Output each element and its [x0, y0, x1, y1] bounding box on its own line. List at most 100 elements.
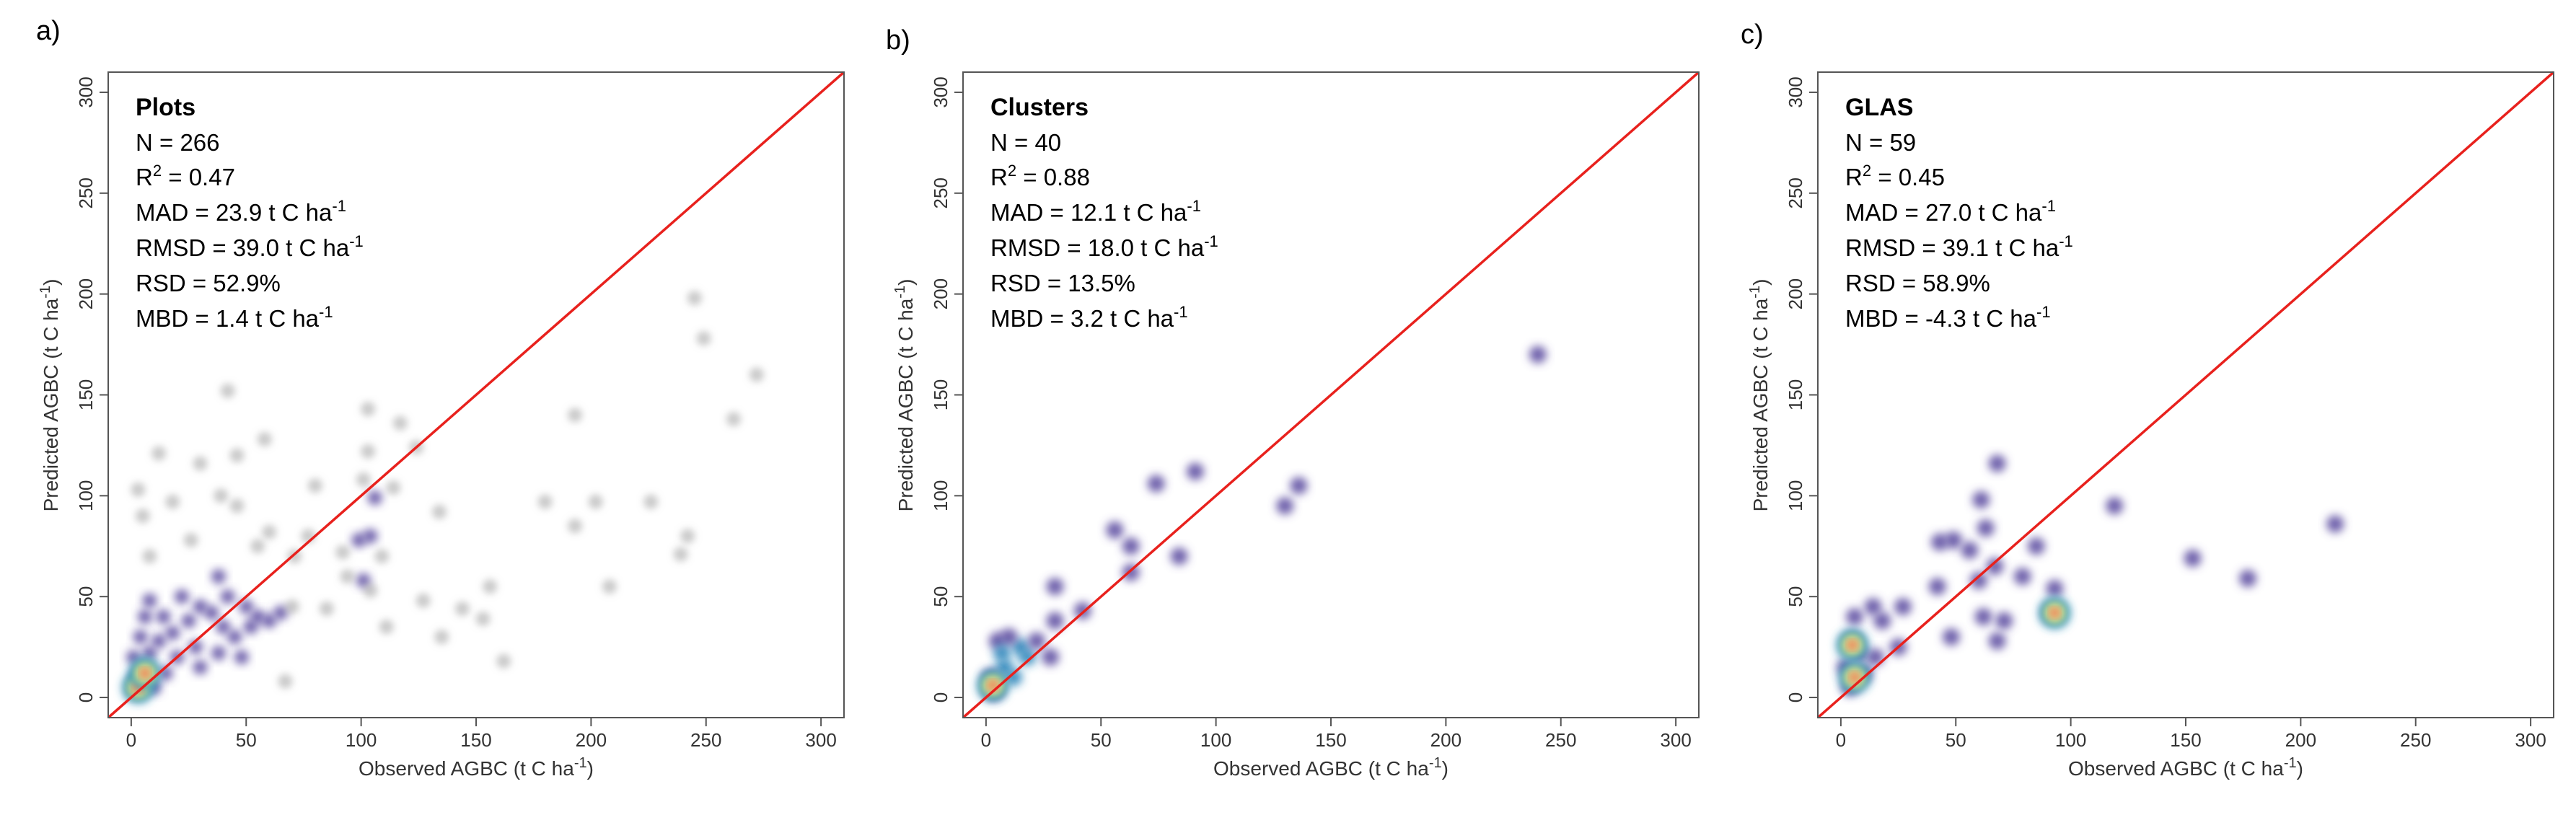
panel-c-y-tick-label-1: 50 — [1785, 586, 1806, 607]
panel-b-x-tick-label-6: 300 — [1660, 729, 1691, 751]
panel-b-y-tick-label-6: 300 — [930, 76, 951, 107]
panel-c-y-tick-label-6: 300 — [1785, 76, 1806, 107]
panel-c-data-point-17 — [1974, 608, 1992, 626]
panel-a-data-point-75 — [133, 630, 148, 645]
panel-a-data-point-73 — [234, 650, 249, 665]
panel-a-y-tick-label-1: 50 — [75, 586, 97, 607]
panel-a-data-marks — [122, 291, 764, 704]
panel-a-data-point-80 — [273, 605, 289, 620]
panel-a-stat-r2-value: = 0.47 — [162, 164, 235, 190]
panel-a-stat-rmsd: RMSD = 39.0 t C ha-1 — [136, 232, 364, 261]
panel-b-x-tick-label-0: 0 — [981, 729, 991, 751]
panel-a-data-point-19 — [367, 490, 382, 506]
panel-b-data-point-15 — [1000, 628, 1018, 646]
panel-c-data-point-0 — [1988, 454, 2006, 472]
panel-c-stat-rmsd-text: RMSD = 39.1 t C ha — [1845, 234, 2060, 261]
panel-a-y-axis-title: Predicted AGBC (t C ha-1) — [38, 279, 62, 512]
panel-c-x-axis-title-text: Observed AGBC (t C ha — [2068, 757, 2284, 780]
panel-a-data-point-30 — [496, 653, 511, 669]
panel-a-data-point-29 — [483, 579, 498, 594]
panel-b-stat-r2-sup: 2 — [1008, 162, 1016, 180]
panel-a-data-point-13 — [386, 480, 401, 495]
panel-c-x-axis-title-sup: -1 — [2284, 755, 2297, 771]
panel-a-data-point-28 — [454, 601, 470, 616]
panel-b-data-point-23 — [1028, 632, 1045, 650]
panel-a-data-point-50 — [319, 601, 334, 616]
panel-a-stat-mbd-sup: -1 — [319, 303, 333, 321]
panel-b-stat-mad-sup: -1 — [1187, 197, 1201, 215]
panel-a-data-point-8 — [643, 494, 659, 509]
panel-b-stat-mad: MAD = 12.1 t C ha-1 — [990, 197, 1201, 226]
panel-c-x-tick-label-6: 300 — [2515, 729, 2546, 751]
panel-c-y-tick-label-0: 0 — [1785, 692, 1806, 702]
panel-b-stat-n: N = 40 — [990, 129, 1061, 156]
panel-c-data-point-16 — [1995, 612, 2013, 630]
panel-c-data-point-14 — [2046, 580, 2064, 597]
panel-b-density-peak-0-ring-4 — [989, 682, 997, 690]
panel-b-data-point-7 — [1170, 547, 1188, 565]
panel-a-data-point-84 — [142, 593, 157, 608]
panel-a-data-point-67 — [262, 613, 277, 628]
panel-b-x-tick-label-3: 150 — [1315, 729, 1346, 751]
panel-a-identity-line — [107, 71, 845, 719]
panel-a-data-point-31 — [475, 611, 491, 626]
panel-a-data-point-43 — [142, 549, 157, 564]
panel-b-data-point-0 — [1529, 345, 1547, 364]
panel-a-stat-mad-sup: -1 — [332, 197, 346, 215]
panel-b-x-axis-title-text: Observed AGBC (t C ha — [1213, 757, 1429, 780]
panel-b-stat-mbd-text: MBD = 3.2 t C ha — [990, 305, 1174, 332]
panel-a-data-point-0 — [687, 291, 702, 306]
panel-c-x-tick-label-1: 50 — [1946, 729, 1966, 751]
panel-a-y-tick-label-5: 250 — [75, 177, 97, 208]
panel-a-data-point-42 — [183, 532, 198, 547]
panel-c-stat-rsd: RSD = 58.9% — [1845, 270, 1990, 296]
panel-a-data-point-16 — [361, 402, 376, 417]
panel-a-label: a) — [36, 16, 61, 46]
panel-c-data-point-18 — [1988, 632, 2006, 650]
panel-b-y-tick-label-3: 150 — [930, 379, 951, 410]
panel-c-x-axis-title: Observed AGBC (t C ha-1) — [2068, 755, 2303, 780]
panel-a-data-point-38 — [165, 494, 180, 509]
panel-b-x-axis-title: Observed AGBC (t C ha-1) — [1213, 755, 1449, 780]
panel-c-stat-n: N = 59 — [1845, 129, 1916, 156]
panel-c-y-axis-title-close: ) — [1749, 279, 1772, 286]
panel-c-data-point-10 — [1986, 558, 2004, 576]
panel-c-stat-mbd-text: MBD = -4.3 t C ha — [1845, 305, 2037, 332]
panel-b-stat-mbd-sup: -1 — [1174, 303, 1188, 321]
panel-a-data-point-52 — [250, 539, 265, 554]
panel-c-stat-mbd: MBD = -4.3 t C ha-1 — [1845, 303, 2051, 332]
panel-a-data-point-35 — [193, 456, 208, 471]
panel-c-stat-r2-sup: 2 — [1863, 162, 1871, 180]
panel-b-data-point-4 — [1276, 497, 1294, 515]
panel-c-y-axis-title: Predicted AGBC (t C ha-1) — [1747, 279, 1772, 512]
panel-b-x-tick-label-5: 250 — [1545, 729, 1576, 751]
panel-c-data-point-11 — [2027, 537, 2045, 555]
panel-a-data-point-17 — [361, 444, 376, 459]
panel-a-stat-r2-sup: 2 — [153, 162, 162, 180]
panel-a-data-point-33 — [257, 432, 272, 447]
panel-c-data-point-21 — [1894, 598, 1912, 616]
panel-c-data-point-19 — [1928, 578, 1946, 596]
panel-a-data-point-15 — [392, 415, 408, 431]
panel-a-data-point-64 — [227, 630, 242, 645]
panel-c-stat-rmsd-sup: -1 — [2059, 232, 2073, 250]
panel-c-data-point-5 — [1972, 490, 1990, 508]
panel-b-data-point-5 — [1106, 521, 1124, 539]
panel-a-data-point-34 — [151, 446, 167, 461]
panel-b-label: b) — [886, 25, 910, 56]
panel-a-stat-rmsd-sup: -1 — [349, 232, 364, 250]
panel-c-x-tick-label-2: 100 — [2055, 729, 2086, 751]
panel-b-data-point-21 — [1019, 648, 1037, 666]
panel-b-x-axis-title-close: ) — [1442, 757, 1449, 780]
panel-a-x-tick-label-4: 200 — [576, 729, 607, 751]
panel-b-x-axis-title-sup: -1 — [1429, 755, 1442, 771]
panel-a-data-point-24 — [363, 583, 378, 598]
panel-c-data-point-1 — [2106, 497, 2124, 515]
panel-b-stat-mbd: MBD = 3.2 t C ha-1 — [990, 303, 1188, 332]
panel-a-x-axis-title: Observed AGBC (t C ha-1) — [359, 755, 594, 780]
panel-a-data-point-77 — [175, 589, 189, 604]
panel-a-data-point-51 — [278, 674, 293, 689]
panel-b-stat-rmsd-sup: -1 — [1204, 232, 1218, 250]
panel-a-stat-mbd-text: MBD = 1.4 t C ha — [136, 305, 320, 332]
